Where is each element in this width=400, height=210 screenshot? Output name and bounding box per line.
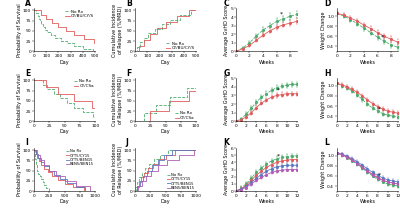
Y-axis label: Average GvHD Score: Average GvHD Score [224,144,229,195]
X-axis label: Day: Day [161,60,170,65]
Text: F: F [126,69,131,78]
X-axis label: Day: Day [60,60,70,65]
Text: *: * [381,35,384,40]
Text: *: * [277,87,280,92]
Text: H: H [324,69,331,78]
Text: A: A [25,0,31,8]
X-axis label: Day: Day [60,199,70,204]
Text: K: K [224,138,230,147]
Text: J: J [126,138,129,147]
Legend: No Rx, CY/BU/CY/S: No Rx, CY/BU/CY/S [65,9,94,19]
Y-axis label: Cumulative Incidence
of Relapse (%/MRD): Cumulative Incidence of Relapse (%/MRD) [112,3,122,56]
Y-axis label: Probability of Survival: Probability of Survival [16,143,22,196]
Legend: No Rx, CYT5/CY15, CYT5/BEN15, BEN5/BEN15: No Rx, CYT5/CY15, CYT5/BEN15, BEN5/BEN15 [66,149,94,167]
X-axis label: Weeks: Weeks [258,60,274,65]
X-axis label: Weeks: Weeks [258,199,274,204]
X-axis label: Weeks: Weeks [360,199,376,204]
Text: G: G [224,69,230,78]
Y-axis label: Weight Change: Weight Change [321,81,326,118]
X-axis label: Weeks: Weeks [258,129,274,134]
Y-axis label: Weight Change: Weight Change [321,11,326,49]
Text: *: * [280,11,283,16]
X-axis label: Day: Day [161,199,170,204]
Text: B: B [126,0,132,8]
X-axis label: Weeks: Weeks [360,60,376,65]
X-axis label: Day: Day [161,129,170,134]
Y-axis label: Average GvHD Score: Average GvHD Score [224,74,229,125]
Y-axis label: Weight Change: Weight Change [321,151,326,188]
Y-axis label: Average GvHD Score: Average GvHD Score [224,4,229,55]
Text: E: E [25,69,30,78]
Legend: No Rx, CY/CSa: No Rx, CY/CSa [74,79,94,88]
Text: C: C [224,0,229,8]
Y-axis label: Cumulative Incidence
of Relapse (%/MRD): Cumulative Incidence of Relapse (%/MRD) [112,73,122,126]
Legend: No Rx, CY/BU/CY/S: No Rx, CY/BU/CY/S [166,41,195,51]
Legend: No Rx, CY/CSa: No Rx, CY/CSa [174,111,195,121]
Y-axis label: Probability of Survival: Probability of Survival [16,3,22,57]
Y-axis label: Cumulative Incidence
of Relapse (%/MRD): Cumulative Incidence of Relapse (%/MRD) [112,143,122,196]
Text: *: * [378,173,381,178]
Text: *: * [277,153,280,158]
Text: *: * [378,106,381,111]
X-axis label: Weeks: Weeks [360,129,376,134]
Text: L: L [324,138,330,147]
Text: D: D [324,0,331,8]
Text: I: I [25,138,28,147]
Y-axis label: Probability of Survival: Probability of Survival [16,73,22,127]
X-axis label: Day: Day [60,129,70,134]
Legend: No Rx, CYT5/CY15, CYT5/BEN15, BEN5/BEN15: No Rx, CYT5/CY15, CYT5/BEN15, BEN5/BEN15 [166,172,195,190]
